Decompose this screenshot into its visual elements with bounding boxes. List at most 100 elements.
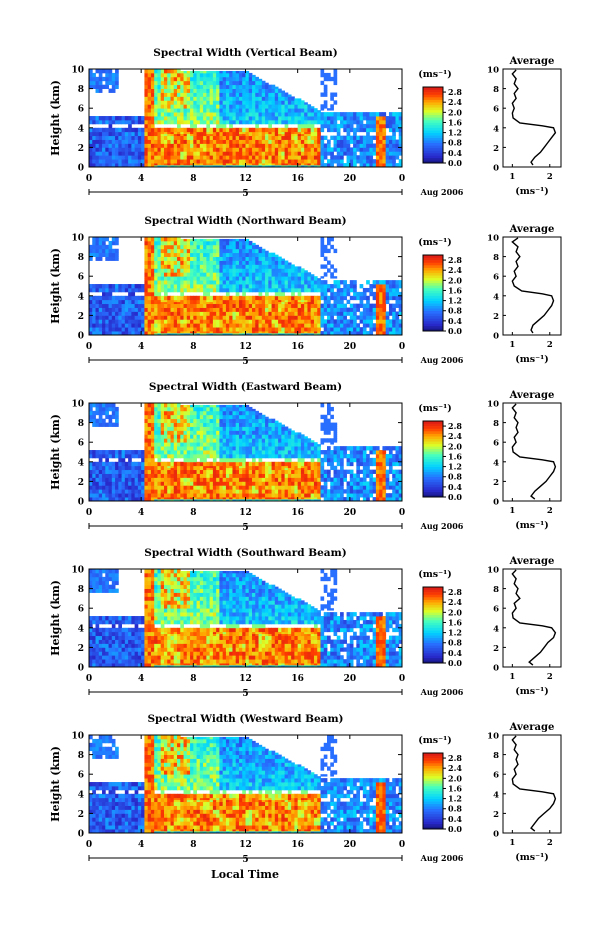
colorbar-tick-label: 0.0 [448, 824, 462, 834]
x-tick-label: 16 [291, 342, 304, 352]
x-tick-label: 20 [344, 840, 357, 850]
panel-2: Spectral Width (Northward Beam)0246810He… [49, 215, 562, 367]
average-y-tick-label: 8 [493, 253, 499, 263]
average-y-tick-label: 8 [493, 585, 499, 595]
average-y-tick-label: 4 [493, 124, 499, 134]
average-x-label: (ms⁻¹) [515, 520, 549, 531]
x-tick-label: 8 [190, 342, 196, 352]
y-axis-label: Height (km) [49, 580, 62, 656]
average-x-label: (ms⁻¹) [515, 186, 549, 197]
y-tick-label: 6 [78, 771, 84, 781]
average-x-tick-label: 2 [547, 838, 553, 848]
x-tick-label: 0 [399, 674, 405, 684]
heatmap-cells [89, 403, 403, 502]
average-frame [502, 734, 562, 834]
x-tick-label: 0 [399, 342, 405, 352]
y-tick-label: 0 [78, 332, 84, 342]
date-label: Aug 2006 [420, 521, 464, 531]
y-tick-label: 10 [71, 66, 84, 76]
colorbar [422, 86, 444, 164]
colorbar-unit: (ms⁻¹) [418, 569, 452, 580]
colorbar-tick-label: 1.6 [448, 783, 462, 793]
average-y-tick-label: 8 [493, 419, 499, 429]
average-profile-line [511, 237, 555, 334]
panel-title: Spectral Width (Eastward Beam) [149, 381, 342, 393]
colorbar-tick-label: 0.4 [448, 482, 462, 492]
heatmap-cells [89, 237, 403, 336]
colorbar-frame [422, 254, 444, 332]
y-tick-label: 8 [78, 253, 84, 263]
colorbar-tick-label: 0.4 [448, 148, 462, 158]
average-x-label: (ms⁻¹) [515, 852, 549, 863]
y-tick-label: 6 [78, 439, 84, 449]
y-tick-label: 10 [71, 400, 84, 410]
average-y-tick-label: 10 [487, 732, 499, 742]
y-tick-label: 10 [71, 732, 84, 742]
average-x-tick-label: 1 [509, 340, 515, 350]
date-label: Aug 2006 [420, 853, 464, 863]
colorbar [422, 752, 444, 830]
colorbar-tick-label: 1.6 [448, 285, 462, 295]
average-x-tick-label: 2 [547, 172, 553, 182]
average-x-label: (ms⁻¹) [515, 686, 549, 697]
average-y-tick-label: 4 [493, 624, 499, 634]
x-tick-label: 4 [138, 840, 144, 850]
colorbar-tick-label: 0.0 [448, 658, 462, 668]
colorbar-frame [422, 752, 444, 830]
colorbar-tick-label: 2.0 [448, 275, 462, 285]
average-x-tick-label: 1 [509, 506, 515, 516]
x-tick-label: 0 [399, 508, 405, 518]
x-tick-label: 4 [138, 342, 144, 352]
average-y-tick-label: 10 [487, 66, 499, 76]
average-x-tick-label: 1 [509, 838, 515, 848]
average-y-tick-label: 6 [493, 771, 499, 781]
y-tick-label: 2 [78, 644, 84, 654]
colorbar-tick-label: 2.4 [448, 265, 462, 275]
local-time-label: Local Time [211, 868, 279, 881]
average-y-tick-label: 4 [493, 292, 499, 302]
x-tick-label: 20 [344, 674, 357, 684]
panel-title: Spectral Width (Northward Beam) [144, 215, 346, 227]
average-title: Average [509, 722, 555, 733]
colorbar-tick-label: 2.4 [448, 431, 462, 441]
y-axis-label: Height (km) [49, 80, 62, 156]
x-tick-label: 16 [291, 840, 304, 850]
x-tick-label: 0 [399, 840, 405, 850]
y-tick-label: 0 [78, 164, 84, 174]
colorbar-tick-label: 1.2 [448, 296, 462, 306]
panel-title: Spectral Width (Vertical Beam) [153, 47, 337, 59]
date-label: Aug 2006 [420, 355, 464, 365]
average-y-tick-label: 6 [493, 605, 499, 615]
x-tick-label: 8 [190, 508, 196, 518]
x-tick-label: 0 [86, 508, 92, 518]
colorbar-tick-label: 0.4 [448, 814, 462, 824]
date-marker: 5 [242, 689, 248, 699]
colorbar-tick-label: 1.6 [448, 451, 462, 461]
heatmap-cells [89, 735, 403, 834]
date-marker: 5 [242, 523, 248, 533]
average-profile-line [511, 569, 557, 666]
x-tick-label: 12 [239, 840, 252, 850]
y-tick-label: 4 [78, 292, 84, 302]
y-tick-label: 10 [71, 234, 84, 244]
colorbar-tick-label: 1.6 [448, 117, 462, 127]
average-y-tick-label: 2 [493, 478, 499, 488]
colorbar-tick-label: 0.0 [448, 326, 462, 336]
average-frame [502, 568, 562, 668]
colorbar-tick-label: 2.8 [448, 255, 462, 265]
y-tick-label: 4 [78, 624, 84, 634]
y-tick-label: 6 [78, 105, 84, 115]
colorbar-tick-label: 2.0 [448, 607, 462, 617]
average-y-tick-label: 8 [493, 85, 499, 95]
average-y-tick-label: 0 [493, 664, 499, 674]
x-tick-label: 0 [399, 174, 405, 184]
colorbar-tick-label: 2.8 [448, 87, 462, 97]
average-frame [502, 402, 562, 502]
average-x-tick-label: 1 [509, 172, 515, 182]
average-frame [502, 236, 562, 336]
colorbar [422, 586, 444, 664]
x-tick-label: 12 [239, 508, 252, 518]
colorbar-tick-label: 2.8 [448, 753, 462, 763]
date-marker: 5 [242, 855, 248, 865]
